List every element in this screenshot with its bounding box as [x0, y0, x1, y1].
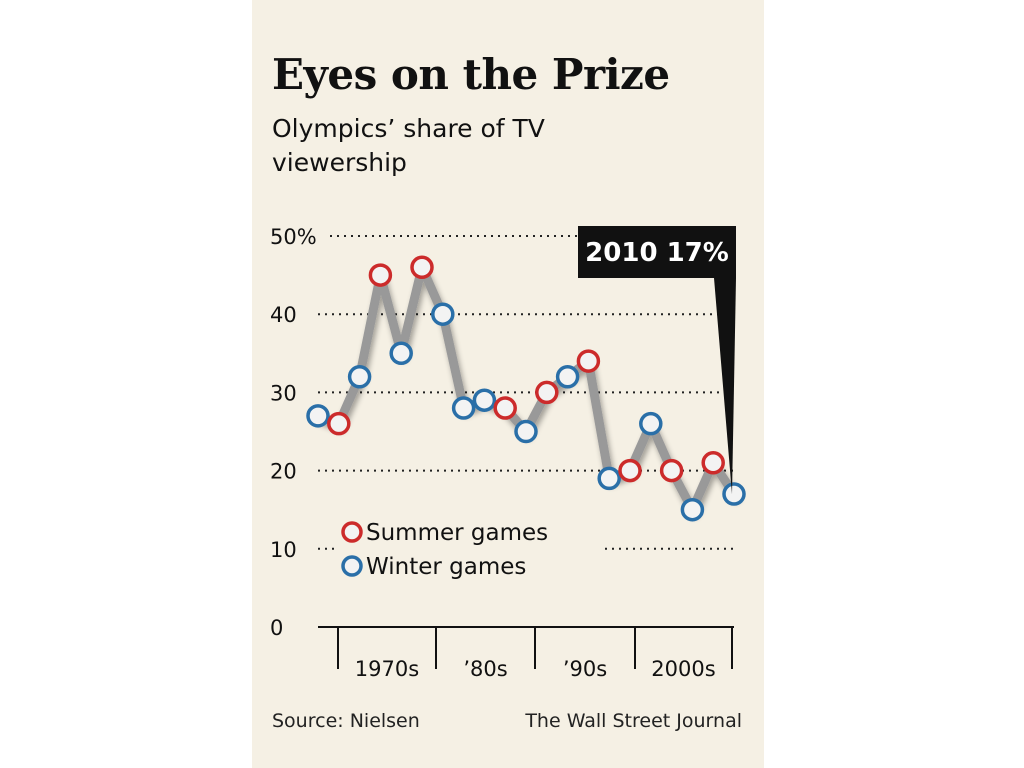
data-point-summer	[576, 349, 601, 373]
data-point-winter	[514, 419, 538, 444]
data-point-winter	[389, 341, 413, 366]
publisher-credit: The Wall Street Journal	[525, 710, 742, 732]
y-tick-label: 30	[270, 381, 297, 405]
callout-box	[578, 226, 736, 278]
x-group-label: ’90s	[563, 657, 607, 681]
data-point-winter	[722, 482, 746, 506]
y-tick-label: 0	[270, 616, 283, 640]
callout-pointer	[714, 278, 736, 495]
data-point-summer	[618, 458, 642, 483]
data-point-winter	[555, 365, 580, 389]
data-point-winter	[597, 466, 621, 491]
legend-label-winter: Winter games	[366, 554, 526, 580]
data-point-summer	[535, 380, 559, 405]
callout-label: 2010 17%	[585, 238, 729, 268]
legend-marker-winter	[341, 555, 363, 577]
line-chart: 50% 40 30 20 10 0 1970s ’80s ’90s 2000s Summer ga…	[270, 225, 746, 681]
data-point-winter	[347, 365, 372, 389]
x-group-label: 2000s	[651, 657, 715, 681]
data-point-summer	[327, 411, 351, 436]
y-tick-label: 10	[270, 538, 297, 562]
y-tick-label: 40	[270, 303, 297, 327]
chart-title: Eyes on the Prize	[272, 50, 670, 99]
x-group-label: 1970s	[355, 657, 419, 681]
x-group-label: ’80s	[463, 657, 507, 681]
data-point-winter	[306, 404, 330, 428]
data-point-winter	[472, 388, 497, 412]
data-point-winter	[431, 302, 455, 326]
legend-background	[338, 512, 600, 582]
data-point-summer	[701, 451, 725, 475]
y-tick-label: 20	[270, 460, 297, 484]
data-point-winter	[639, 411, 663, 436]
chart-subtitle: Olympics’ share of TV viewership	[272, 114, 545, 177]
legend-marker-summer	[341, 521, 363, 543]
data-point-summer	[493, 396, 517, 420]
legend-label-summer: Summer games	[366, 520, 548, 546]
data-point-summer	[659, 458, 684, 483]
data-point-winter	[680, 497, 705, 522]
data-point-winter	[451, 396, 476, 420]
source-note: Source: Nielsen	[272, 710, 420, 732]
y-tick-label: 50%	[270, 225, 317, 249]
chart-card: Eyes on the Prize Olympics’ share of TV …	[252, 0, 764, 768]
data-point-summer	[368, 263, 393, 287]
data-point-summer	[410, 255, 434, 280]
